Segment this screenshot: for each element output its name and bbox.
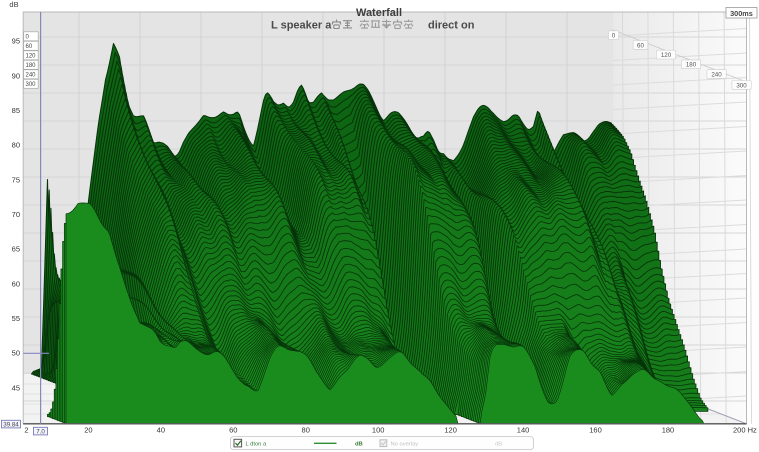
- svg-text:60: 60: [26, 44, 33, 50]
- svg-text:direct on: direct on: [428, 20, 475, 32]
- svg-text:80: 80: [302, 426, 310, 435]
- svg-text:7.0: 7.0: [36, 428, 45, 435]
- svg-text:60: 60: [637, 42, 644, 49]
- svg-text:No overlay: No overlay: [391, 441, 419, 447]
- svg-text:39.84: 39.84: [3, 421, 19, 428]
- svg-text:140: 140: [517, 426, 530, 435]
- svg-text:70: 70: [12, 210, 20, 219]
- svg-text:45: 45: [12, 383, 20, 392]
- svg-text:dB: dB: [495, 441, 502, 447]
- svg-text:75: 75: [12, 175, 20, 184]
- svg-text:85: 85: [12, 106, 20, 115]
- svg-text:120: 120: [444, 426, 457, 435]
- svg-text:160: 160: [589, 426, 602, 435]
- svg-text:dB: dB: [355, 441, 363, 447]
- svg-text:40: 40: [157, 426, 165, 435]
- svg-text:dB: dB: [9, 0, 18, 9]
- svg-text:0: 0: [26, 35, 30, 41]
- svg-text:65: 65: [12, 245, 20, 254]
- svg-text:2: 2: [24, 426, 28, 435]
- svg-text:300ms: 300ms: [730, 9, 753, 18]
- svg-text:20: 20: [84, 426, 92, 435]
- svg-text:Waterfall: Waterfall: [356, 7, 402, 19]
- svg-text:180: 180: [26, 63, 37, 69]
- svg-text:55: 55: [12, 314, 20, 323]
- svg-text:180: 180: [686, 62, 697, 69]
- svg-text:95: 95: [12, 37, 20, 46]
- svg-text:120: 120: [661, 52, 672, 59]
- svg-text:50: 50: [12, 349, 20, 358]
- svg-text:180: 180: [662, 426, 675, 435]
- svg-text:80: 80: [12, 141, 20, 150]
- svg-text:240: 240: [711, 71, 722, 78]
- svg-text:240: 240: [26, 73, 37, 79]
- svg-text:90: 90: [12, 71, 20, 80]
- svg-text:0: 0: [612, 33, 616, 40]
- svg-text:300: 300: [26, 82, 37, 88]
- svg-text:L speaker a: L speaker a: [271, 20, 332, 32]
- svg-text:60: 60: [12, 279, 20, 288]
- svg-text:60: 60: [229, 426, 237, 435]
- svg-text:120: 120: [26, 54, 37, 60]
- svg-text:300: 300: [736, 82, 747, 89]
- svg-text:200 Hz: 200 Hz: [733, 426, 757, 435]
- svg-text:L dton a: L dton a: [246, 441, 268, 447]
- svg-text:100: 100: [372, 426, 385, 435]
